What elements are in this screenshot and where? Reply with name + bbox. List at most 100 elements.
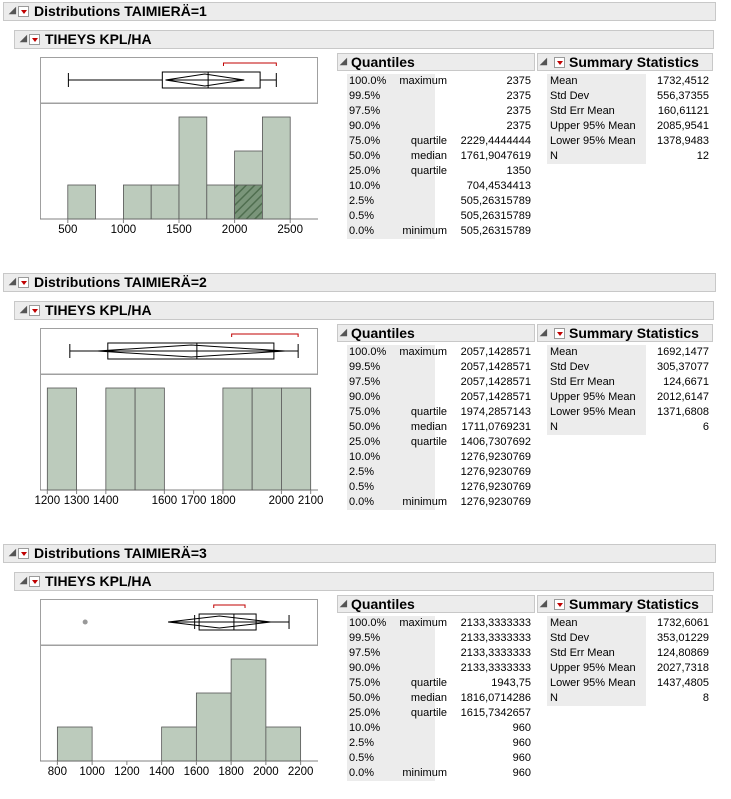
quantile-row: 97.5% 2375 [347,104,537,119]
summary-value: 305,37077 [657,361,709,373]
quantiles-header[interactable]: ◢ Quantiles [337,53,535,71]
quantile-value: 2375 [506,120,531,132]
quantile-value: 960 [512,737,531,749]
quantile-value: 505,26315789 [460,225,531,237]
quantile-value: 960 [512,767,531,779]
quantile-row: 75.0% quartile 2229,4444444 [347,134,537,149]
summary-row: Lower 95% Mean 1371,6808 [547,405,713,420]
summary-label: Std Dev [550,632,590,644]
disclosure-triangle-icon[interactable]: ◢ [9,5,16,15]
red-triangle-menu-icon[interactable] [554,57,565,68]
distributions-header-1[interactable]: ◢ Distributions TAIMIERÄ=1 [3,2,716,21]
disclosure-triangle-icon[interactable]: ◢ [20,575,27,585]
disclosure-triangle-icon[interactable]: ◢ [9,276,16,286]
quantiles-name-column [391,616,435,781]
summary-row: Std Dev 556,37355 [547,89,713,104]
variable-title: TIHEYS KPL/HA [45,31,152,47]
summary-label: Upper 95% Mean [550,120,636,132]
quantile-percent: 97.5% [349,647,381,659]
quantiles-label-column [347,616,391,781]
quantiles-title: Quantiles [351,325,415,341]
histogram-bar [265,726,302,762]
summary-label: Mean [550,75,578,87]
quantile-row: 10.0% 960 [347,721,537,736]
quantile-name: quartile [410,677,447,689]
disclosure-triangle-icon[interactable]: ◢ [540,327,547,337]
quantile-percent: 99.5% [349,361,381,373]
red-triangle-menu-icon[interactable] [18,548,29,559]
quantile-name: quartile [410,165,447,177]
quantiles-header[interactable]: ◢ Quantiles [337,324,535,342]
quantile-value: 2133,3333333 [460,662,531,674]
quantiles-label-column [347,74,391,239]
distributions-header-2[interactable]: ◢ Distributions TAIMIERÄ=2 [3,273,716,292]
disclosure-triangle-icon[interactable]: ◢ [20,33,27,43]
summary-label: Std Dev [550,361,590,373]
summary-statistics-header[interactable]: ◢ Summary Statistics [537,324,713,342]
histogram-bar [150,184,180,220]
summary-statistics-header[interactable]: ◢ Summary Statistics [537,53,713,71]
x-tick-label: 1600 [183,766,210,778]
x-tick-label: 1800 [218,766,244,778]
distributions-header-3[interactable]: ◢ Distributions TAIMIERÄ=3 [3,544,716,563]
quantile-value: 1761,9047619 [460,150,531,162]
quantile-value: 2133,3333333 [460,632,531,644]
disclosure-triangle-icon[interactable]: ◢ [9,547,16,557]
quantile-name: median [410,421,447,433]
x-tick-label: 1800 [210,495,236,507]
quantile-row: 25.0% quartile 1406,7307692 [347,435,537,450]
red-triangle-menu-icon[interactable] [29,34,40,45]
disclosure-triangle-icon[interactable]: ◢ [540,56,547,66]
quantile-percent: 0.0% [349,225,375,237]
summary-value: 12 [696,150,709,162]
summary-statistics-header[interactable]: ◢ Summary Statistics [537,595,713,613]
disclosure-triangle-icon[interactable]: ◢ [340,56,347,66]
quantile-row: 0.5% 960 [347,751,537,766]
disclosure-triangle-icon[interactable]: ◢ [540,598,547,608]
summary-row: Lower 95% Mean 1378,9483 [547,134,713,149]
red-triangle-menu-icon[interactable] [554,599,565,610]
disclosure-triangle-icon[interactable]: ◢ [340,598,347,608]
quantile-name: quartile [410,436,447,448]
quantile-value: 2133,3333333 [460,617,531,629]
red-triangle-menu-icon[interactable] [18,6,29,17]
variable-header-2[interactable]: ◢ TIHEYS KPL/HA [14,301,714,320]
quantile-row: 0.0% minimum 1276,9230769 [347,495,537,510]
histogram-bar [134,387,165,491]
quantiles-name-column [391,74,435,239]
quantile-percent: 100.0% [349,75,387,87]
disclosure-triangle-icon[interactable]: ◢ [20,304,27,314]
variable-header-3[interactable]: ◢ TIHEYS KPL/HA [14,572,714,591]
variable-title: TIHEYS KPL/HA [45,302,152,318]
disclosure-triangle-icon[interactable]: ◢ [340,327,347,337]
quantile-row: 100.0% maximum 2133,3333333 [347,616,537,631]
summary-value: 124,6671 [663,376,709,388]
quantile-percent: 50.0% [349,692,381,704]
summary-row: Mean 1692,1477 [547,345,713,360]
red-triangle-menu-icon[interactable] [29,305,40,316]
quantile-row: 100.0% maximum 2375 [347,74,537,89]
histogram-bar [46,387,77,491]
quantiles-header[interactable]: ◢ Quantiles [337,595,535,613]
x-tick-label: 2200 [287,766,314,778]
quantile-percent: 2.5% [349,195,375,207]
quantile-row: 90.0% 2375 [347,119,537,134]
quantile-percent: 0.0% [349,496,375,508]
x-tick-label: 500 [58,224,78,236]
histogram-bar [206,184,236,220]
summary-label: N [550,150,558,162]
variable-header-1[interactable]: ◢ TIHEYS KPL/HA [14,30,714,49]
summary-label: Mean [550,617,578,629]
quantile-percent: 90.0% [349,120,381,132]
quantile-value: 1276,9230769 [460,466,531,478]
red-triangle-menu-icon[interactable] [18,277,29,288]
quantile-percent: 75.0% [349,677,381,689]
summary-label-column [547,616,646,706]
summary-row: Lower 95% Mean 1437,4805 [547,676,713,691]
red-triangle-menu-icon[interactable] [554,328,565,339]
quantile-row: 0.0% minimum 505,26315789 [347,224,537,239]
summary-value: 1437,4805 [657,677,709,689]
red-triangle-menu-icon[interactable] [29,576,40,587]
quantile-percent: 97.5% [349,376,381,388]
